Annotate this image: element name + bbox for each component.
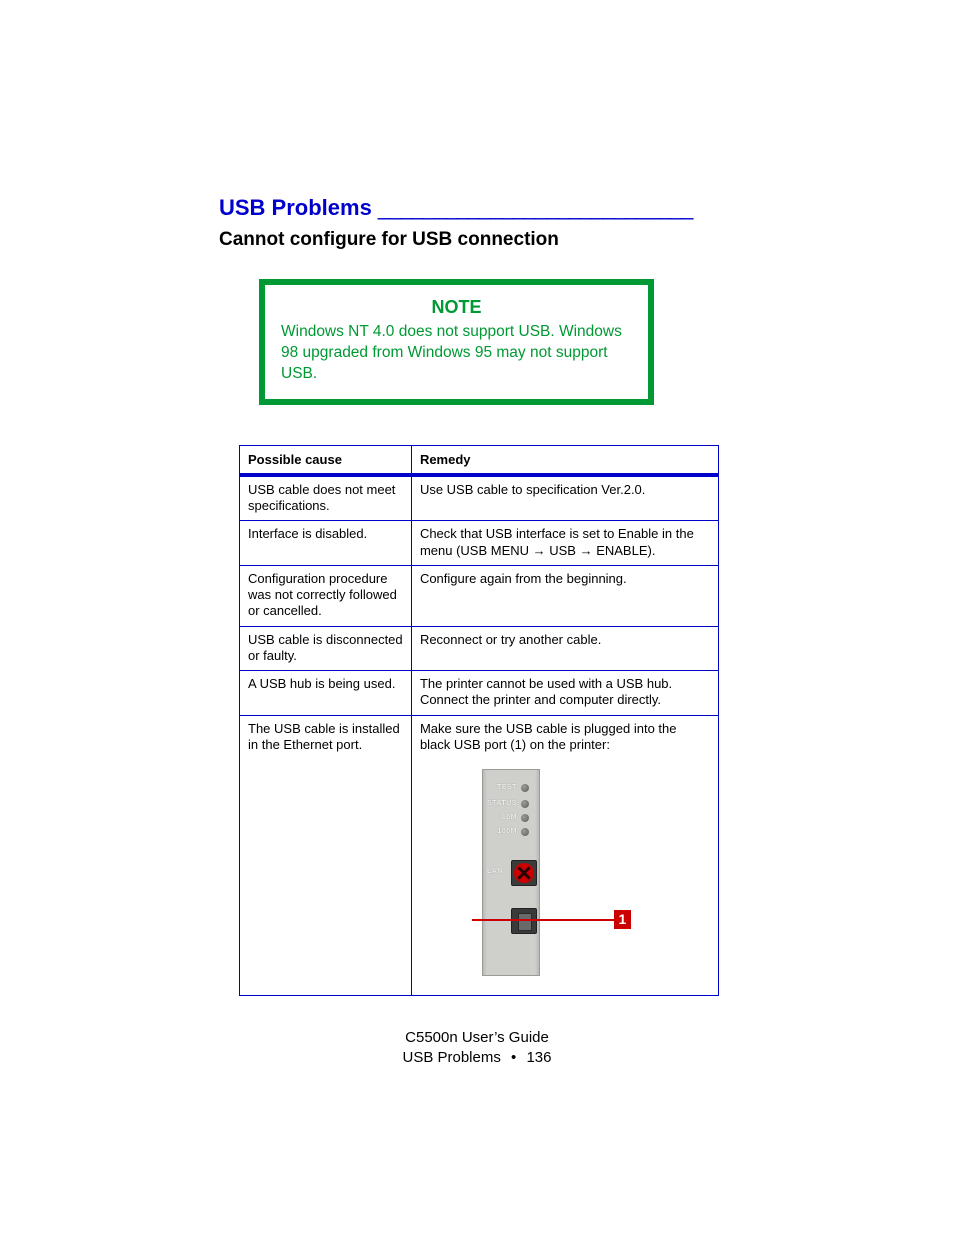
troubleshoot-table: Possible cause Remedy USB cable does not… [239,445,719,996]
panel-label-status: STATUS [487,800,517,809]
led-icon [521,800,529,808]
callout-line [472,919,614,921]
footer-section: USB Problems [402,1049,500,1066]
printer-port-diagram: TEST STATUS 10M 100M LAN [420,769,710,979]
cell-remedy: Check that USB interface is set to Enabl… [411,521,718,566]
cell-remedy-text: Make sure the USB cable is plugged into … [420,721,677,752]
table-row: Interface is disabled. Check that USB in… [240,521,719,566]
th-remedy: Remedy [411,445,718,475]
cell-remedy: Configure again from the beginning. [411,565,718,626]
led-icon [521,784,529,792]
table-row: Configuration procedure was not correctl… [240,565,719,626]
table-row: The USB cable is installed in the Ethern… [240,715,719,996]
section-title-rule: ____________________________ [378,195,693,221]
cell-cause: The USB cable is installed in the Ethern… [240,715,412,996]
callout-label: 1 [614,910,631,929]
panel-label-10m: 10M [502,814,517,823]
note-label: NOTE [281,297,632,318]
panel-label-lan: LAN [487,868,503,877]
cell-remedy: Use USB cable to specification Ver.2.0. [411,475,718,521]
section-title-text: USB Problems [219,195,372,221]
crossed-out-icon [514,863,534,883]
cell-remedy: Reconnect or try another cable. [411,626,718,671]
usb-port-icon [511,908,537,934]
table-row: A USB hub is being used. The printer can… [240,671,719,716]
section-subtitle: Cannot configure for USB connection [219,229,724,251]
th-cause: Possible cause [240,445,412,475]
footer-guide-title: C5500n User’s Guide [0,1028,954,1048]
table-row: USB cable does not meet specifications. … [240,475,719,521]
cell-cause: Interface is disabled. [240,521,412,566]
footer-bullet: • [511,1049,516,1066]
usb-port-inner [518,913,532,931]
table-row: USB cable is disconnected or faulty. Rec… [240,626,719,671]
lan-port-icon [511,860,537,886]
page-footer: C5500n User’s Guide USB Problems • 136 [0,1028,954,1069]
led-icon [521,828,529,836]
panel-label-test: TEST [497,784,517,793]
note-box: NOTE Windows NT 4.0 does not support USB… [259,279,654,405]
cell-cause: A USB hub is being used. [240,671,412,716]
cell-remedy: The printer cannot be used with a USB hu… [411,671,718,716]
cell-cause: USB cable does not meet specifications. [240,475,412,521]
cell-cause: USB cable is disconnected or faulty. [240,626,412,671]
cell-cause: Configuration procedure was not correctl… [240,565,412,626]
led-icon [521,814,529,822]
cell-remedy-with-diagram: Make sure the USB cable is plugged into … [411,715,718,996]
panel-label-100m: 100M [497,828,517,837]
note-text: Windows NT 4.0 does not support USB. Win… [281,322,632,385]
section-title: USB Problems ___________________________… [219,195,724,221]
footer-page-number: 136 [526,1049,551,1066]
printer-panel: TEST STATUS 10M 100M LAN [482,769,540,976]
